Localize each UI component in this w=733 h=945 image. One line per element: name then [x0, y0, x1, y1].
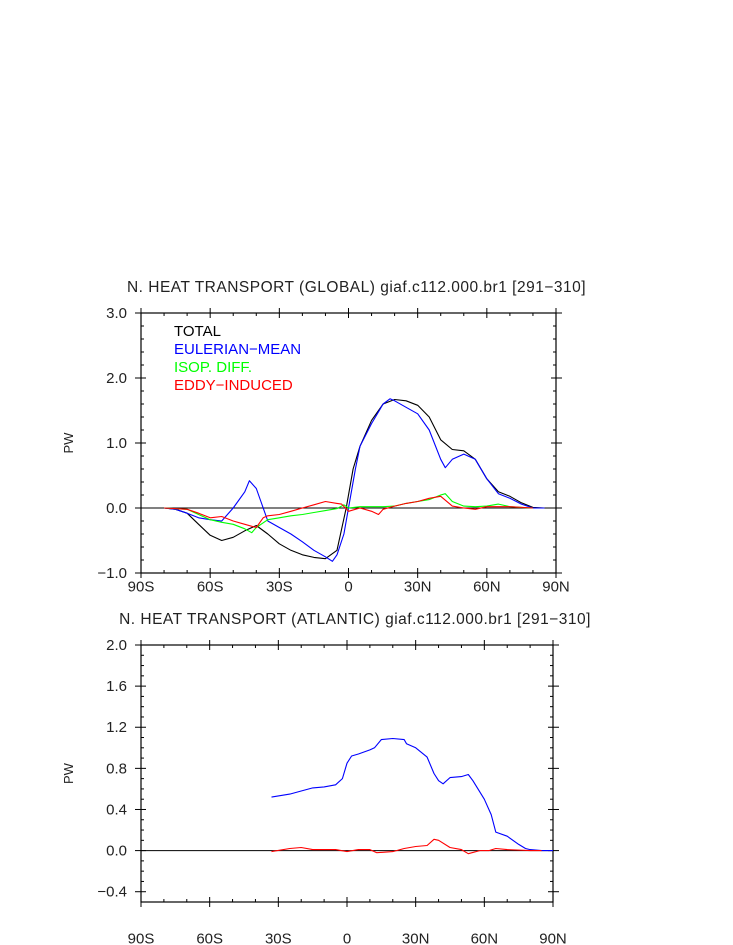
- series-line-0: [271, 737, 553, 852]
- x-tick-label: 60S: [197, 578, 224, 595]
- plot-frame: [140, 644, 554, 903]
- series-line-1: [164, 398, 545, 562]
- chart-title: N. HEAT TRANSPORT (ATLANTIC) giaf.c112.0…: [119, 611, 591, 628]
- series-line-1: [271, 838, 542, 855]
- legend-entry: TOTAL: [174, 323, 221, 340]
- x-tick-label: 60N: [473, 578, 501, 595]
- x-tick-label: 60S: [196, 930, 223, 945]
- legend-entry: ISOP. DIFF.: [174, 359, 252, 376]
- x-tick-label: 30N: [402, 930, 430, 945]
- y-tick-label: 2.0: [106, 637, 127, 654]
- x-tick-label: 30S: [266, 578, 293, 595]
- y-tick-label: 3.0: [106, 305, 127, 322]
- y-tick-label: 2.0: [106, 370, 127, 387]
- series-line-2: [164, 493, 533, 534]
- x-tick-label: 30S: [265, 930, 292, 945]
- y-axis-label: PW: [61, 762, 76, 784]
- x-tick-label: 90S: [128, 578, 155, 595]
- y-tick-label: −1.0: [97, 565, 127, 582]
- y-tick-label: 1.2: [106, 719, 127, 736]
- legend-entry: EULERIAN−MEAN: [174, 341, 301, 358]
- y-tick-label: 1.6: [106, 678, 127, 695]
- chart-title: N. HEAT TRANSPORT (GLOBAL) giaf.c112.000…: [127, 279, 586, 296]
- chart-panel-1: N. HEAT TRANSPORT (ATLANTIC) giaf.c112.0…: [61, 611, 591, 945]
- x-tick-label: 30N: [404, 578, 432, 595]
- y-tick-label: −0.4: [97, 884, 127, 901]
- x-tick-label: 0: [344, 578, 352, 595]
- y-tick-label: 0.0: [106, 500, 127, 517]
- chart-panel-0: N. HEAT TRANSPORT (GLOBAL) giaf.c112.000…: [61, 279, 586, 595]
- y-tick-label: 0.0: [106, 843, 127, 860]
- legend-entry: EDDY−INDUCED: [174, 377, 293, 394]
- y-tick-label: 0.4: [106, 801, 127, 818]
- series-line-3: [164, 495, 533, 529]
- y-axis-label: PW: [61, 432, 76, 454]
- x-tick-label: 0: [343, 930, 351, 945]
- x-tick-label: 60N: [471, 930, 499, 945]
- x-tick-label: 90S: [128, 930, 155, 945]
- y-tick-label: 0.8: [106, 760, 127, 777]
- y-tick-label: 1.0: [106, 435, 127, 452]
- x-tick-label: 90N: [542, 578, 570, 595]
- x-tick-label: 90N: [539, 930, 567, 945]
